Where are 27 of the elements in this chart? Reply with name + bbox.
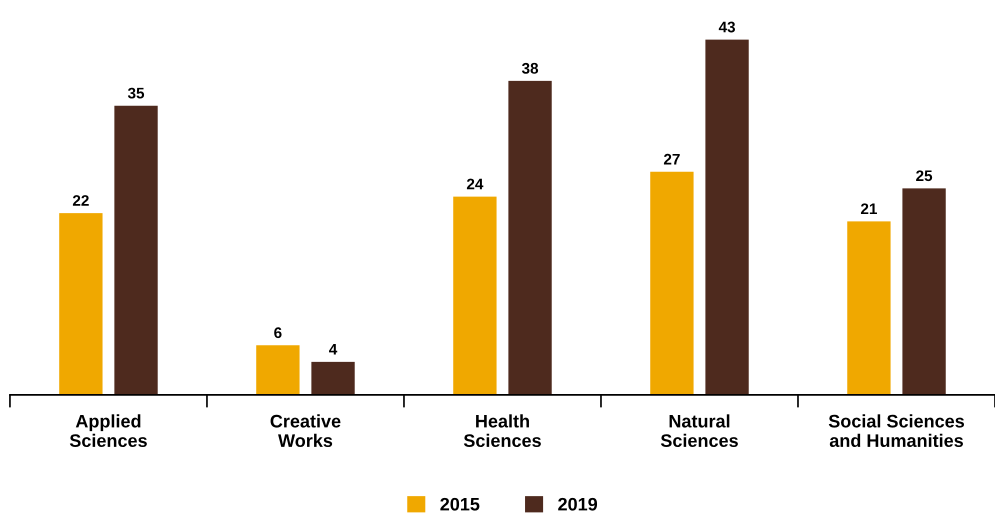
data-label: 21 xyxy=(860,203,877,214)
legend-label: 2019 xyxy=(558,498,598,511)
legend-label: 2015 xyxy=(440,498,480,511)
data-label: 27 xyxy=(664,154,680,164)
bar xyxy=(650,172,694,395)
bar xyxy=(59,213,103,395)
x-tick-label: Applied Sciences xyxy=(70,414,147,448)
data-label: 22 xyxy=(72,195,89,206)
data-label: 4 xyxy=(329,344,338,354)
x-tick-label: Natural Sciences xyxy=(660,414,738,448)
bar xyxy=(705,40,749,395)
data-label: 38 xyxy=(522,62,538,74)
x-tick-label: Creative Works xyxy=(270,414,340,448)
bar xyxy=(256,345,300,395)
data-label: 35 xyxy=(128,88,144,99)
bar xyxy=(902,188,946,395)
bar xyxy=(508,80,552,395)
bar xyxy=(847,221,891,395)
x-tick-label: Social Sciences and Humanities xyxy=(828,414,964,448)
data-label: 25 xyxy=(916,170,932,182)
data-label: 43 xyxy=(718,22,736,32)
x-tick-label: Health Sciences xyxy=(464,414,541,448)
bar xyxy=(311,362,355,395)
bar xyxy=(114,106,158,395)
data-label: 24 xyxy=(466,178,484,190)
data-label: 6 xyxy=(274,327,282,338)
bar xyxy=(453,196,497,395)
